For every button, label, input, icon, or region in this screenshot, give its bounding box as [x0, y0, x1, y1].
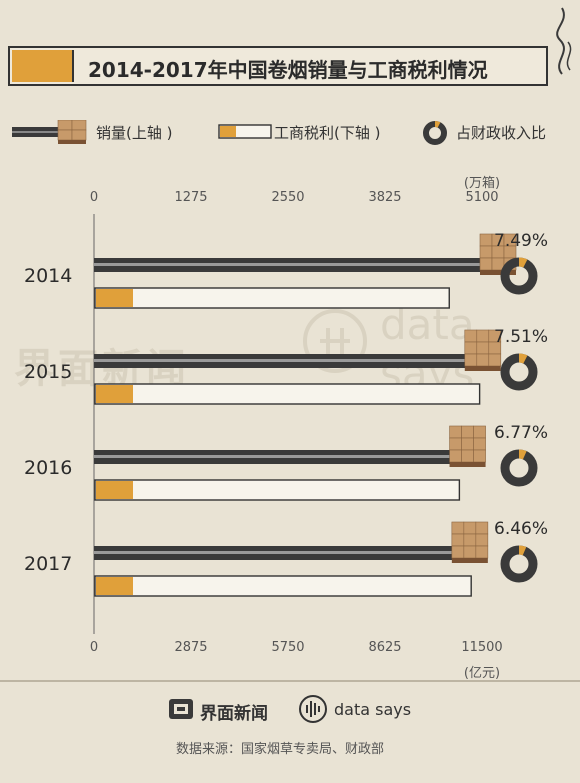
box-stack-icon — [449, 425, 486, 467]
share-label: 6.77% — [494, 423, 549, 443]
smoke-icon — [556, 7, 572, 75]
legend-sales-swatch — [12, 120, 87, 144]
tax-bar-filter — [96, 385, 133, 403]
share-donut-slice — [518, 545, 527, 556]
data-says-logo-icon — [299, 695, 327, 723]
box-stack-icon — [451, 521, 489, 563]
bottom-axis-tick: 0 — [89, 640, 99, 655]
legend-share-label: 占财政收入比 — [456, 124, 547, 142]
top-axis-tick: 1275 — [174, 190, 208, 205]
bottom-axis-tick: 8625 — [368, 640, 402, 655]
bottom-axis-tick: 2875 — [174, 640, 208, 655]
share-donut-slice — [518, 449, 527, 460]
bottom-axis-unit: (亿元) — [463, 666, 501, 681]
tax-bar-filter — [96, 577, 133, 595]
top-axis-tick: 3825 — [368, 190, 402, 205]
legend-tax-swatch — [218, 124, 272, 139]
footer-brand-cn: 界面新闻 — [200, 704, 268, 724]
tax-bar — [94, 479, 461, 501]
share-label: 7.51% — [494, 327, 549, 347]
legend-share-donut-icon — [423, 121, 447, 145]
footer-divider — [0, 680, 580, 682]
tax-bar-filter — [96, 289, 133, 307]
box-stack-icon — [57, 120, 87, 144]
share-label: 7.49% — [494, 231, 549, 251]
cigarette-filter-icon — [12, 50, 74, 82]
share-donut-slice — [518, 353, 528, 364]
jiemian-logo-icon — [169, 699, 193, 719]
sales-bar-stripe — [94, 359, 467, 362]
tax-bar — [94, 575, 472, 597]
box-stack-icon — [479, 233, 517, 275]
bottom-axis-ticks: 0 2875 5750 8625 11500 — [0, 640, 580, 660]
top-axis-tick: 2550 — [271, 190, 305, 205]
top-axis-ticks: 0 1275 2550 3825 5100 — [0, 190, 580, 210]
title-bar: 2014-2017年中国卷烟销量与工商税利情况 — [8, 46, 548, 86]
top-axis-unit: (万箱) — [463, 176, 501, 191]
footer-brand-en: data says — [334, 700, 412, 719]
top-axis-tick: 5100 — [465, 190, 499, 205]
share-donut-slice — [518, 257, 528, 268]
watermark-logo-icon — [303, 309, 367, 373]
tax-bar — [94, 383, 481, 405]
chart — [93, 214, 538, 634]
year-label: 2017 — [24, 553, 73, 575]
year-label: 2016 — [24, 457, 73, 479]
data-source: 数据来源：国家烟草专卖局、财政部 — [176, 742, 385, 757]
tax-bar-filter — [96, 481, 133, 499]
year-label: 2015 — [24, 361, 73, 383]
sales-bar-stripe — [94, 455, 452, 458]
legend-sales-label: 销量(上轴 ) — [96, 124, 173, 142]
bottom-axis-tick: 11500 — [461, 640, 503, 655]
sales-bar-stripe — [94, 263, 482, 266]
bottom-axis-tick: 5750 — [271, 640, 305, 655]
box-stack-icon — [464, 329, 502, 371]
top-axis-tick: 0 — [89, 190, 99, 205]
share-label: 6.46% — [494, 519, 549, 539]
sales-bar-stripe — [94, 551, 454, 554]
legend-tax-label: 工商税利(下轴 ) — [274, 124, 381, 142]
page-title: 2014-2017年中国卷烟销量与工商税利情况 — [88, 58, 488, 82]
row-labels: 2014 7.49% 2015 7.51% 2016 6.77% 2017 6.46% — [24, 231, 549, 575]
year-label: 2014 — [24, 265, 73, 287]
tax-bar — [94, 287, 450, 309]
